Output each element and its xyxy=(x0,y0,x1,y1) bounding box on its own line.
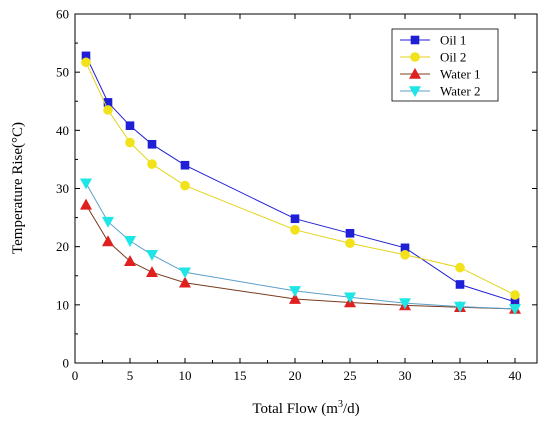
legend-label: Water 1 xyxy=(440,67,480,82)
x-tick-label: 5 xyxy=(127,368,134,383)
data-point xyxy=(103,105,113,115)
legend-item: Oil 2 xyxy=(400,50,466,65)
x-tick-label: 40 xyxy=(509,368,522,383)
axis-ticks: 0 5 10 15 20 25 30 35 40 0 10 20 30 40 50 60 xyxy=(56,7,537,383)
legend-item: Water 2 xyxy=(400,84,480,99)
x-tick-label: 15 xyxy=(234,368,247,383)
data-point xyxy=(288,286,302,297)
x-tick-label: 30 xyxy=(399,368,412,383)
data-point xyxy=(123,236,137,247)
data-point xyxy=(455,280,465,289)
legend: Oil 1 Oil 2 Water 1 Water 2 xyxy=(391,28,499,102)
data-point xyxy=(290,224,300,235)
x-tick-label: 10 xyxy=(179,368,192,383)
y-tick-label: 60 xyxy=(56,7,69,22)
y-tick-label: 40 xyxy=(56,123,69,138)
y-tick-label: 30 xyxy=(56,181,69,196)
data-point xyxy=(125,121,135,130)
legend-marker xyxy=(410,52,420,62)
data-point xyxy=(508,304,522,316)
data-point xyxy=(345,228,355,238)
data-point xyxy=(81,57,91,68)
data-point xyxy=(288,292,302,304)
x-tick-label: 35 xyxy=(454,368,467,383)
legend-item: Water 1 xyxy=(400,67,480,82)
data-point xyxy=(123,255,137,267)
data-point xyxy=(343,292,357,304)
data-point xyxy=(178,267,192,279)
data-point xyxy=(453,301,467,313)
legend-marker xyxy=(410,35,420,45)
y-tick-label: 20 xyxy=(56,239,69,254)
data-point xyxy=(455,262,465,273)
data-point xyxy=(145,250,159,261)
data-point xyxy=(147,159,157,169)
legend-marker xyxy=(408,86,422,98)
series-water-2 xyxy=(79,178,522,316)
legend-label: Water 2 xyxy=(440,84,480,99)
legend-label: Oil 2 xyxy=(440,50,466,65)
y-axis-label: Temperature Rise(°C) xyxy=(10,122,26,254)
data-point xyxy=(398,298,412,310)
data-point xyxy=(101,235,115,247)
data-point xyxy=(180,180,190,191)
series-line xyxy=(85,183,516,310)
data-point xyxy=(147,139,157,149)
y-tick-label: 50 xyxy=(56,65,69,80)
data-point xyxy=(180,160,190,170)
legend-marker xyxy=(408,67,422,79)
data-point xyxy=(178,276,192,288)
series-layer xyxy=(79,51,522,316)
data-point xyxy=(400,250,410,260)
legend-box xyxy=(391,28,499,102)
data-point xyxy=(145,266,159,278)
series-line xyxy=(85,204,516,310)
series-water-1 xyxy=(79,198,522,314)
legend-label: Oil 1 xyxy=(440,33,466,48)
x-tick-label: 0 xyxy=(72,368,79,383)
data-point xyxy=(345,238,355,248)
data-point xyxy=(510,290,520,300)
series-oil-1 xyxy=(81,51,520,307)
x-tick-label: 25 xyxy=(344,368,357,383)
y-tick-label: 10 xyxy=(56,297,69,312)
data-point xyxy=(290,214,300,224)
series-oil-2 xyxy=(81,57,520,300)
data-point xyxy=(125,137,135,148)
legend-item: Oil 1 xyxy=(400,33,466,48)
series-line xyxy=(85,55,516,303)
y-tick-label: 0 xyxy=(63,356,70,371)
x-tick-label: 20 xyxy=(289,368,302,383)
data-point xyxy=(79,198,93,210)
data-point xyxy=(101,216,115,228)
series-line xyxy=(85,62,516,296)
data-point xyxy=(79,178,93,190)
x-axis-label: Total Flow (m3/d) xyxy=(252,399,359,417)
